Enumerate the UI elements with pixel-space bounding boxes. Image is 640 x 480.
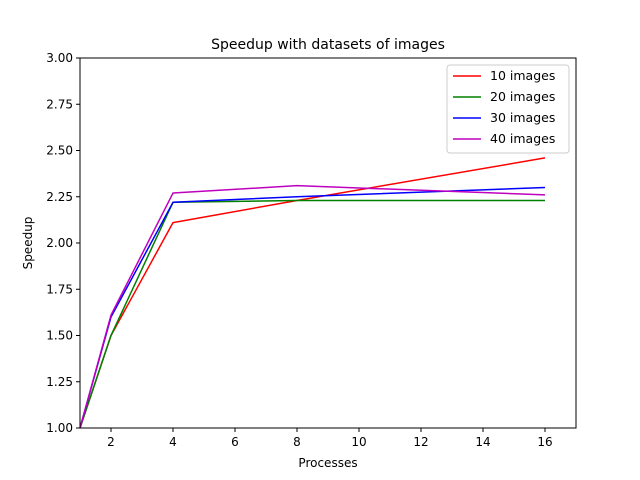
series-line-1 bbox=[79, 157, 546, 429]
x-tick-label: 8 bbox=[293, 435, 301, 449]
legend: 10 images 20 images 30 images 40 images bbox=[446, 64, 570, 154]
y-tick-label: 1.00 bbox=[46, 421, 73, 435]
x-tick-label: 14 bbox=[475, 435, 490, 449]
x-tick-label: 16 bbox=[537, 435, 552, 449]
legend-label: 20 images bbox=[490, 89, 555, 104]
y-tick-label: 2.00 bbox=[46, 236, 73, 250]
y-tick-label: 1.50 bbox=[46, 329, 73, 343]
legend-label: 10 images bbox=[490, 68, 555, 83]
y-tick-label: 2.75 bbox=[46, 97, 73, 111]
y-tick-label: 2.25 bbox=[46, 190, 73, 204]
y-tick-label: 3.00 bbox=[46, 51, 73, 65]
x-tick-label: 6 bbox=[231, 435, 239, 449]
x-tick-label: 2 bbox=[107, 435, 115, 449]
series-line-3 bbox=[79, 186, 546, 429]
x-tick-label: 12 bbox=[413, 435, 428, 449]
series-line-4 bbox=[79, 184, 546, 429]
y-tick-label: 1.75 bbox=[46, 282, 73, 296]
x-axis-label: Processes bbox=[298, 456, 357, 470]
x-tick-label: 4 bbox=[169, 435, 177, 449]
plot-lines bbox=[79, 157, 546, 429]
x-axis: 2 4 6 8 10 12 14 16 bbox=[107, 428, 553, 449]
y-axis-label: Speedup bbox=[21, 217, 35, 270]
series-line-2 bbox=[79, 199, 545, 429]
y-axis: 1.00 1.25 1.50 1.75 2.00 2.25 2.50 2.75 3.00 bbox=[46, 51, 80, 435]
legend-label: 40 images bbox=[490, 131, 555, 146]
chart-title: Speedup with datasets of images bbox=[211, 37, 445, 53]
y-tick-label: 2.50 bbox=[46, 144, 73, 158]
x-tick-label: 10 bbox=[351, 435, 366, 449]
legend-label: 30 images bbox=[490, 110, 555, 125]
y-tick-label: 1.25 bbox=[46, 375, 73, 389]
legend-box bbox=[446, 64, 570, 154]
